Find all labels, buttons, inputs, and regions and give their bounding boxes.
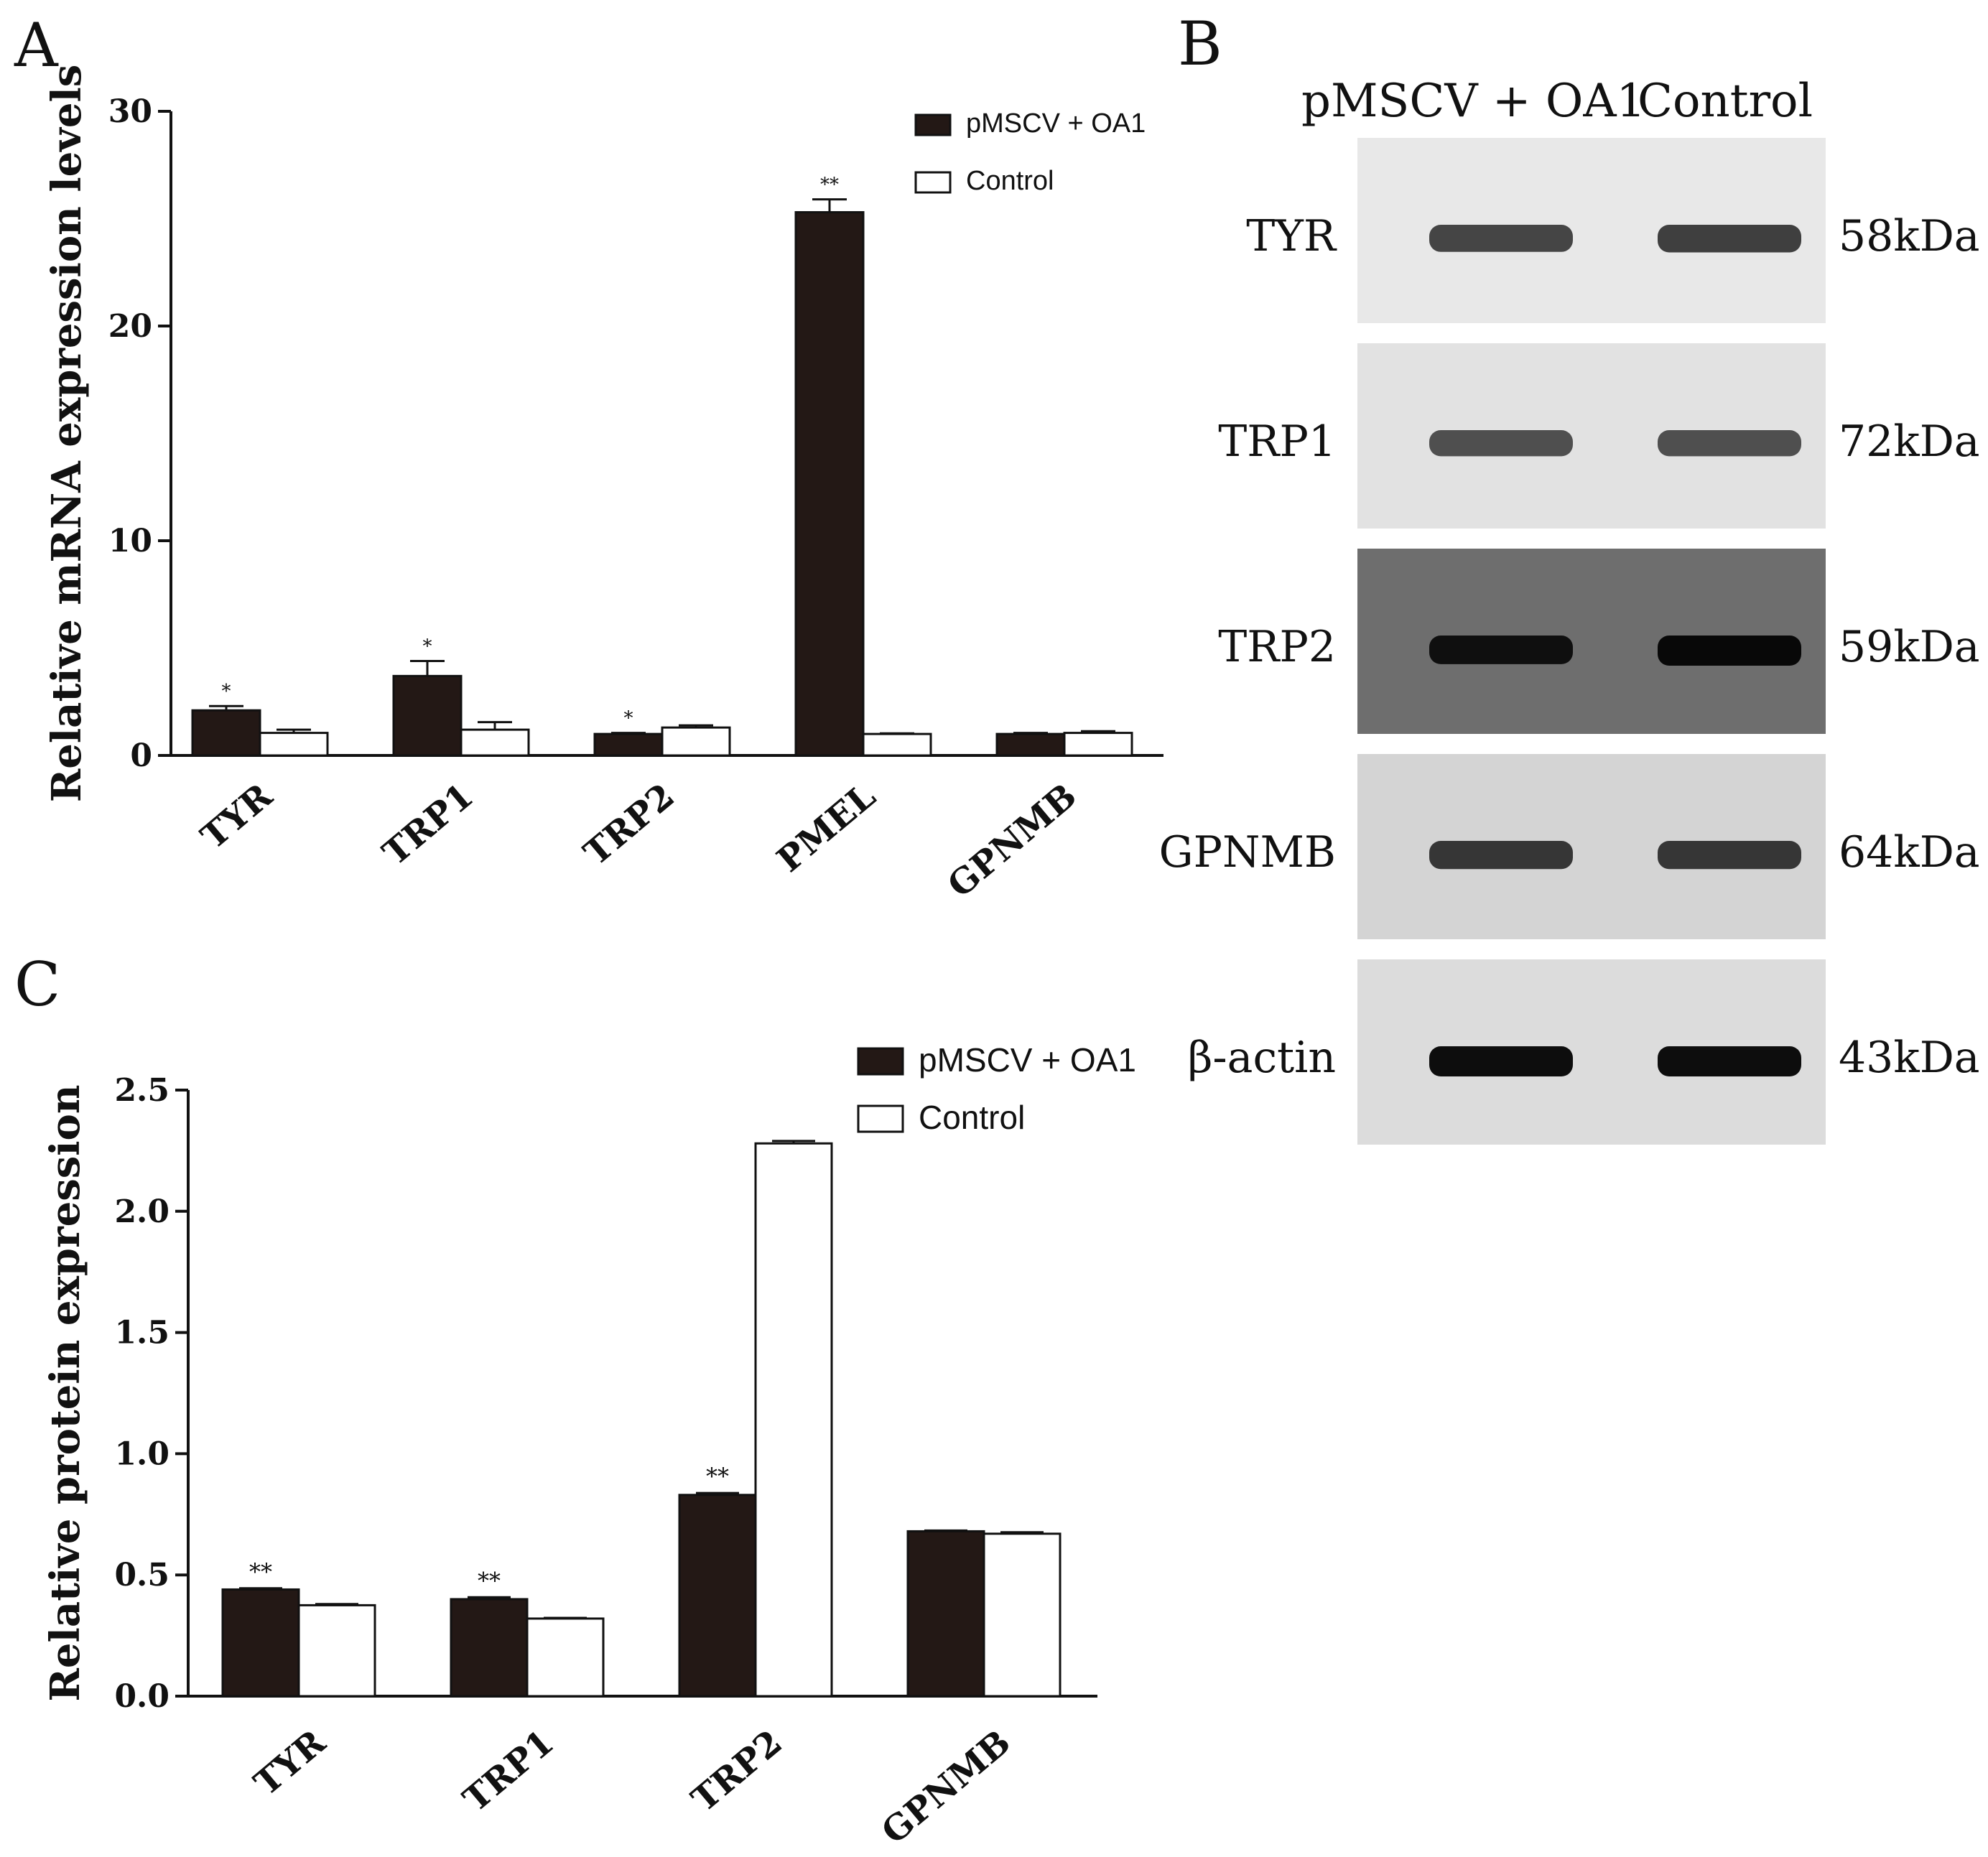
chart-a-y-ticks: 0 10 20 30 bbox=[108, 93, 171, 774]
blot-band-treated bbox=[1429, 225, 1573, 252]
y-tick-label: 20 bbox=[108, 308, 152, 345]
bar-treated bbox=[221, 1588, 300, 1698]
blot-band-control bbox=[1658, 430, 1801, 457]
y-tick-label: 2.5 bbox=[114, 1072, 169, 1109]
significance-marker: ** bbox=[249, 1558, 272, 1586]
y-tick-label: 30 bbox=[108, 93, 152, 130]
bar-control bbox=[862, 732, 932, 757]
panel-c-letter: C bbox=[14, 949, 60, 1020]
y-tick-label: 1.0 bbox=[114, 1435, 169, 1472]
bar-control bbox=[526, 1617, 605, 1698]
bar-treated bbox=[392, 674, 463, 757]
bar-treated bbox=[450, 1598, 529, 1698]
blot-band-control bbox=[1658, 636, 1801, 666]
y-tick-label: 2.0 bbox=[114, 1193, 169, 1230]
category-label: TRP2 bbox=[684, 1722, 790, 1820]
y-tick-label: 0.0 bbox=[114, 1678, 169, 1715]
chart-c-bars: ** ** ** bbox=[221, 1140, 1062, 1698]
bar-control bbox=[259, 732, 329, 757]
blot-band-treated bbox=[1429, 430, 1573, 457]
bar-treated bbox=[995, 732, 1066, 757]
chart-c-legend-label-control: Control bbox=[919, 1099, 1025, 1136]
category-label: TYR bbox=[194, 776, 281, 857]
chart-a-legend: pMSCV + OA1 Control bbox=[914, 108, 1146, 196]
category-label: TRP1 bbox=[456, 1722, 562, 1820]
bar-control bbox=[661, 726, 731, 757]
significance-marker: * bbox=[624, 708, 633, 730]
bar-control bbox=[460, 728, 530, 757]
chart-c-legend-label-treated: pMSCV + OA1 bbox=[919, 1041, 1136, 1079]
bar-control bbox=[983, 1532, 1062, 1698]
blot-protein-label: β-actin bbox=[1188, 1033, 1336, 1083]
bar-control bbox=[754, 1142, 833, 1698]
blot-protein-label: GPNMB bbox=[1159, 827, 1336, 878]
blot-row: β-actin 43kDa bbox=[1188, 959, 1980, 1145]
blot-band-control bbox=[1658, 225, 1801, 253]
blot-band-control bbox=[1658, 841, 1801, 870]
blot-band-control bbox=[1658, 1046, 1801, 1076]
bar-treated bbox=[191, 709, 261, 757]
bar-treated bbox=[906, 1530, 985, 1698]
significance-marker: * bbox=[423, 636, 432, 657]
chart-a-mrna-expression: Relative mRNA expression levels 0102030 … bbox=[43, 65, 1163, 906]
blot-protein-label: TRP1 bbox=[1218, 416, 1336, 467]
chart-c-protein-expression: Relative protein expression 0.0 0.5 1.0 1.5… bbox=[42, 1041, 1136, 1852]
chart-a-legend-label-control: Control bbox=[966, 166, 1054, 196]
y-tick-label: 0.5 bbox=[114, 1557, 169, 1593]
y-tick-label: 0 bbox=[130, 737, 152, 774]
chart-c-legend-swatch-treated bbox=[857, 1047, 904, 1076]
chart-a-legend-swatch-treated bbox=[914, 113, 952, 136]
chart-c-legend-swatch-control bbox=[857, 1104, 904, 1133]
significance-marker: * bbox=[222, 681, 231, 702]
panel-a-letter: A bbox=[14, 10, 59, 80]
blot-row: TRP1 72kDa bbox=[1218, 343, 1980, 529]
chart-a-y-axis-title: Relative mRNA expression levels bbox=[43, 65, 90, 803]
bar-treated bbox=[593, 732, 664, 757]
blot-protein-label: TYR bbox=[1246, 211, 1337, 261]
y-tick-label: 1.5 bbox=[114, 1315, 169, 1351]
blot-row: TRP2 59kDa bbox=[1218, 549, 1980, 734]
significance-marker: ** bbox=[820, 174, 839, 196]
bar-treated bbox=[678, 1494, 757, 1698]
category-label: GPNMB bbox=[874, 1722, 1018, 1852]
blot-band-treated bbox=[1429, 636, 1573, 664]
chart-c-y-axis-title: Relative protein expression bbox=[42, 1084, 89, 1701]
blot-header-control: Control bbox=[1638, 75, 1813, 128]
category-label: TRP2 bbox=[577, 776, 682, 873]
y-tick-label: 10 bbox=[108, 523, 152, 559]
bar-treated bbox=[794, 211, 865, 757]
blot-band-treated bbox=[1429, 841, 1573, 870]
blot-molecular-weight: 72kDa bbox=[1839, 416, 1980, 467]
blot-row: GPNMB 64kDa bbox=[1159, 754, 1980, 939]
category-label: TRP1 bbox=[376, 776, 481, 873]
blot-rows: TYR 58kDa TRP1 72kDa TRP2 59kDa GPNMB 64kDa β-ac… bbox=[1159, 138, 1980, 1145]
blot-row: TYR 58kDa bbox=[1246, 138, 1980, 323]
panel-b-letter: B bbox=[1178, 9, 1222, 79]
blot-molecular-weight: 43kDa bbox=[1839, 1033, 1980, 1083]
chart-c-y-ticks: 0.0 0.5 1.0 1.5 2.0 2.5 bbox=[114, 1072, 188, 1715]
blot-molecular-weight: 58kDa bbox=[1839, 211, 1980, 261]
blot-molecular-weight: 64kDa bbox=[1839, 827, 1980, 878]
blot-molecular-weight: 59kDa bbox=[1839, 622, 1980, 672]
chart-a-category-labels: TYR TRP1 TRP2 PMEL GPNMB bbox=[194, 776, 1084, 906]
category-label: TYR bbox=[247, 1722, 334, 1804]
blot-protein-label: TRP2 bbox=[1218, 622, 1336, 672]
bar-control bbox=[297, 1604, 376, 1698]
significance-marker: ** bbox=[478, 1567, 501, 1594]
chart-a-legend-label-treated: pMSCV + OA1 bbox=[966, 108, 1146, 139]
blot-band-treated bbox=[1429, 1046, 1573, 1076]
category-label: GPNMB bbox=[940, 776, 1084, 906]
chart-c-legend: pMSCV + OA1 Control bbox=[857, 1041, 1136, 1136]
chart-c-category-labels: TYR TRP1 TRP2 GPNMB bbox=[247, 1722, 1018, 1853]
chart-a-bars: ***** bbox=[191, 174, 1133, 757]
bar-control bbox=[1063, 732, 1133, 757]
chart-a-legend-swatch-control bbox=[914, 171, 952, 194]
blot-header-treated: pMSCV + OA1 bbox=[1301, 75, 1645, 128]
significance-marker: ** bbox=[706, 1463, 729, 1490]
category-label: PMEL bbox=[769, 776, 883, 880]
